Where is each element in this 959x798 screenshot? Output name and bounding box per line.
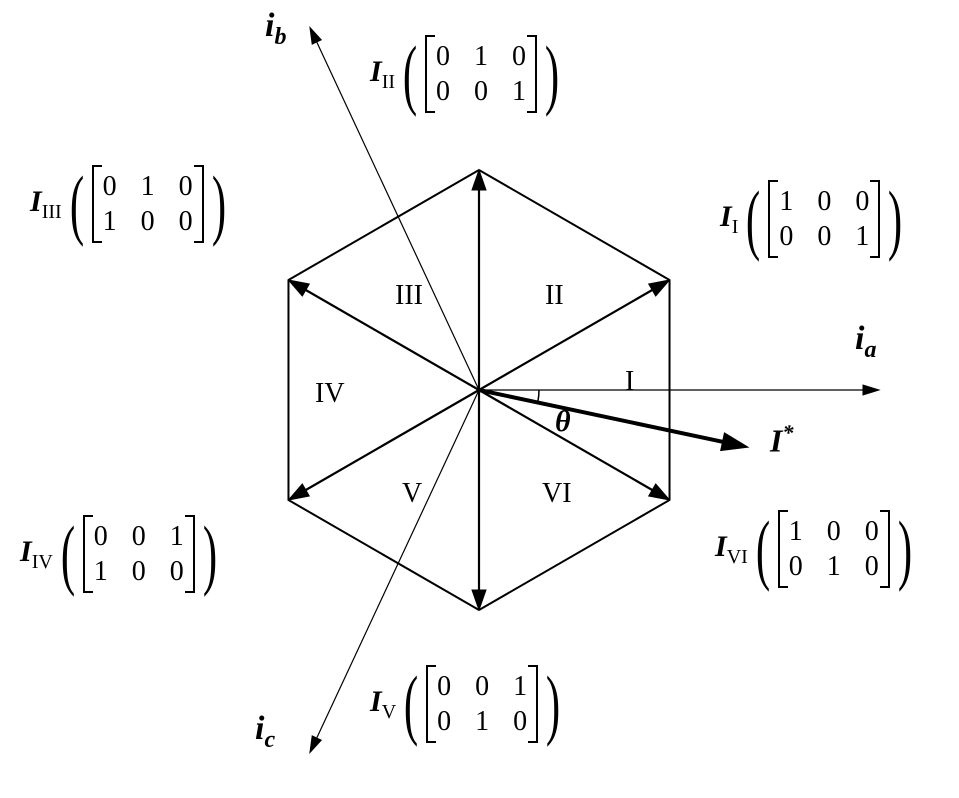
ref-vector-label: I*	[770, 420, 793, 460]
sector-label: V	[402, 478, 422, 510]
axis-c-label: ic	[255, 710, 275, 754]
vector-label-II: III(010001)	[370, 35, 565, 113]
vector-label-V: IV(001010)	[370, 665, 566, 743]
sector-label: II	[545, 280, 564, 312]
vector-label-I: II(100001)	[720, 180, 908, 258]
vector-label-IV: IIV(001100)	[20, 515, 223, 593]
sector-label: VI	[542, 478, 572, 510]
sector-label: I	[625, 366, 634, 398]
axis-a-label: ia	[855, 320, 876, 364]
axis-b-label: ib	[265, 7, 286, 51]
sector-label: III	[395, 280, 423, 312]
sector-label: IV	[315, 378, 345, 410]
vector-label-VI: IVI(100010)	[715, 510, 918, 588]
vector-label-III: IIII(010100)	[30, 165, 232, 243]
theta-label: θ	[555, 405, 571, 439]
